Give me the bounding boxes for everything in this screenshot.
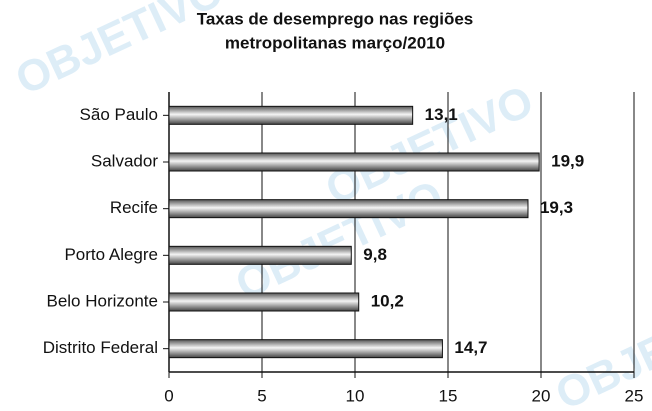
- y-tick-label: Salvador: [91, 151, 158, 170]
- x-tick-label: 25: [625, 386, 644, 405]
- chart-title: Taxas de desemprego nas regiões: [197, 9, 474, 28]
- value-label: 14,7: [454, 338, 487, 357]
- x-tick-label: 10: [346, 386, 365, 405]
- x-tick-label: 5: [257, 386, 266, 405]
- y-tick-label: Recife: [110, 198, 158, 217]
- value-label: 13,1: [425, 105, 458, 124]
- bar: [168, 199, 529, 219]
- chart-title: metropolitanas março/2010: [225, 33, 445, 52]
- x-tick-label: 15: [439, 386, 458, 405]
- bar: [168, 105, 414, 125]
- y-tick-label: Belo Horizonte: [46, 291, 158, 310]
- value-label: 19,9: [551, 151, 584, 170]
- y-tick-label: Distrito Federal: [43, 338, 158, 357]
- value-label: 19,3: [540, 198, 573, 217]
- x-tick-label: 0: [164, 386, 173, 405]
- x-tick-label: 20: [532, 386, 551, 405]
- bar: [168, 152, 540, 172]
- bar: [168, 339, 443, 359]
- value-label: 9,8: [363, 245, 387, 264]
- y-tick-label: Porto Alegre: [64, 245, 158, 264]
- bar: [168, 245, 352, 265]
- y-tick-label: São Paulo: [80, 105, 158, 124]
- bar: [168, 292, 360, 312]
- value-label: 10,2: [371, 291, 404, 310]
